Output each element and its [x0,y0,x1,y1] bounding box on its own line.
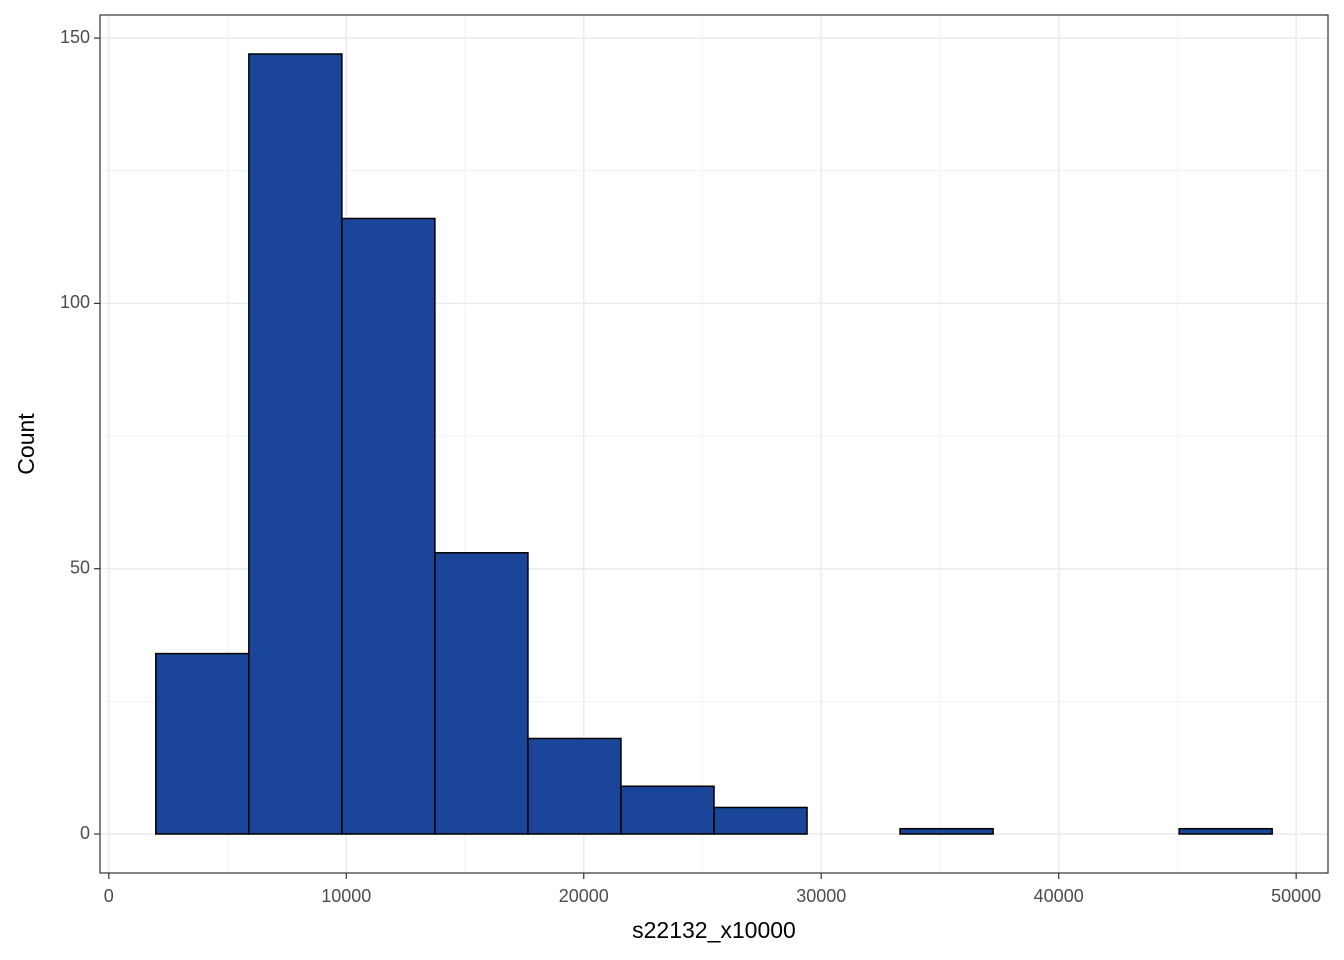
histogram-bar [527,737,622,835]
x-tick-label: 0 [104,886,114,906]
y-tick-label: 100 [60,292,90,312]
x-axis-title: s22132_x10000 [632,917,796,943]
x-tick-label: 30000 [796,886,846,906]
histogram-bar [341,217,436,835]
histogram-bar [1178,827,1273,835]
histogram-bar [620,785,715,835]
x-tick-label: 50000 [1271,886,1321,906]
y-axis-title: Count [13,413,39,475]
y-tick-label: 0 [80,823,90,843]
x-tick-label: 20000 [559,886,609,906]
histogram-bar [434,552,529,835]
histogram-bar [899,827,994,835]
y-tick-label: 150 [60,27,90,47]
histogram-bar [713,806,808,835]
panel-border [99,14,1329,874]
histogram-bar [155,652,250,835]
x-tick-label: 40000 [1034,886,1084,906]
x-tick-label: 10000 [321,886,371,906]
histogram-bar [248,53,343,835]
y-tick-label: 50 [70,557,90,577]
